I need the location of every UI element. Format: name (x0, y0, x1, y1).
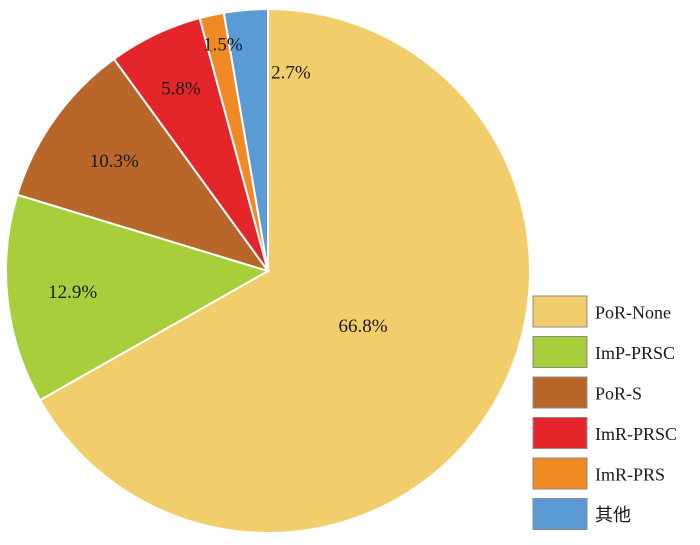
pie-slices (5, 7, 531, 534)
legend-label: 其他 (595, 505, 631, 525)
slice-value-label-por-s-2: 10.3% (90, 151, 139, 172)
legend-item-imp-prsc-1: ImP-PRSC (532, 336, 675, 368)
legend-item-por-none-0: PoR-None (532, 295, 671, 328)
legend-swatch (532, 457, 588, 490)
legend-item-other-5: 其他 (532, 498, 631, 530)
legend-item-imr-prsc-3: ImR-PRSC (532, 417, 677, 449)
legend-item-por-s-2: PoR-S (532, 376, 642, 409)
legend-label: PoR-S (595, 384, 642, 404)
slice-value-label-por-none-0: 66.8% (339, 316, 388, 337)
legend: PoR-None ImP-PRSC PoR-S ImR-PRSC ImR-PRS 其他 (532, 295, 677, 530)
slice-value-label-imr-prsc-3: 5.8% (161, 79, 201, 100)
legend-label: ImR-PRSC (595, 424, 677, 444)
pie-value-labels: 66.8% 12.9% 10.3% 5.8% 1.5% 2.7% (48, 34, 388, 337)
pie-slice-imp-prsc-1 (5, 193, 271, 402)
legend-label: PoR-None (595, 303, 671, 323)
slice-value-label-imp-prsc-1: 12.9% (48, 282, 97, 303)
legend-swatch (532, 417, 588, 449)
pie-slice-other-5 (222, 7, 269, 272)
legend-label: ImP-PRSC (595, 343, 675, 363)
pie-slice-por-none-0 (38, 7, 531, 534)
slice-value-label-other-5: 2.7% (271, 63, 311, 84)
legend-label: ImR-PRS (595, 465, 665, 485)
legend-swatch (532, 336, 588, 368)
legend-swatch (532, 295, 588, 328)
legend-item-imr-prs-4: ImR-PRS (532, 457, 665, 490)
slice-value-label-imr-prs-4: 1.5% (203, 34, 243, 55)
legend-swatch (532, 376, 588, 409)
pie-slice-por-s-2 (16, 57, 271, 273)
legend-swatch (532, 498, 588, 530)
